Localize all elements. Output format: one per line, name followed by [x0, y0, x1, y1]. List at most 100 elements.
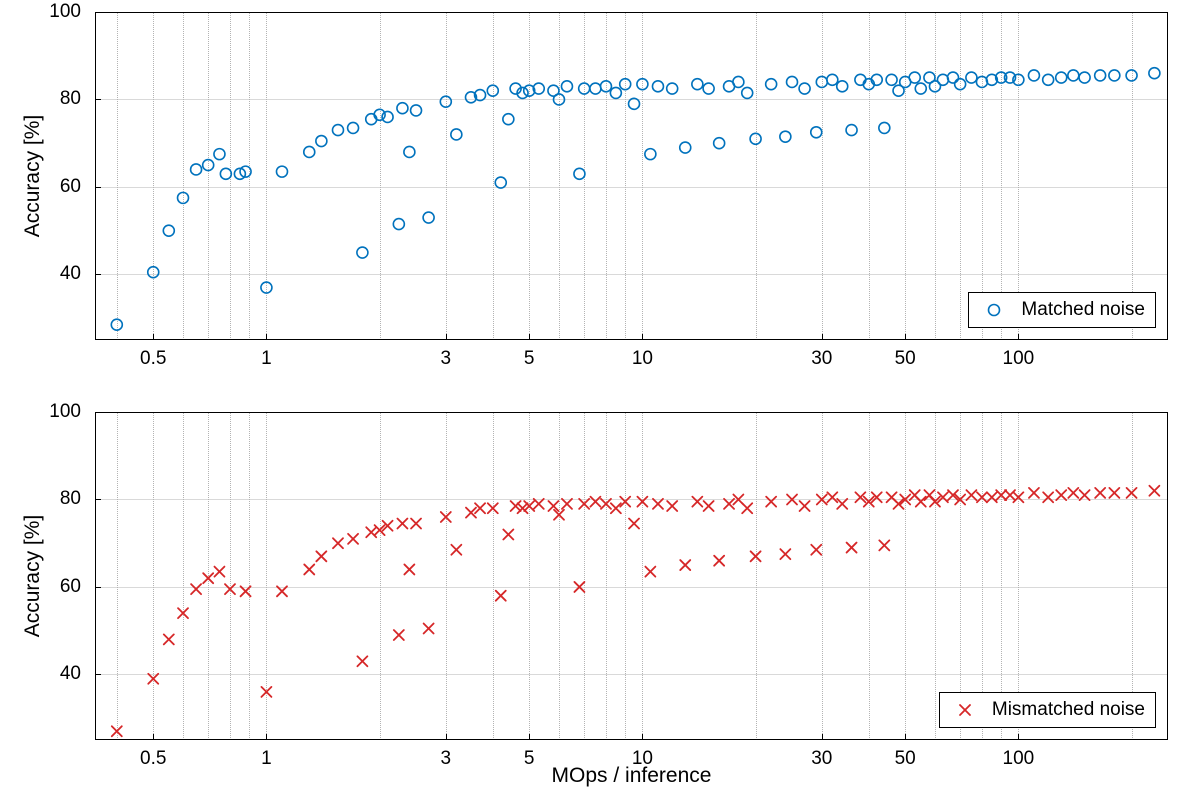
gridline-x-minor	[117, 412, 118, 740]
gridline-x-minor	[266, 12, 267, 340]
gridline-x-minor	[584, 412, 585, 740]
gridline-x-minor	[249, 412, 250, 740]
gridline-x-minor	[935, 412, 936, 740]
scatter-mismatched	[95, 412, 1168, 740]
xtick-label: 0.5	[140, 748, 166, 770]
gridline-x-minor	[625, 412, 626, 740]
gridline-x-minor	[960, 12, 961, 340]
gridline-y	[95, 12, 1168, 13]
legend-label: Matched noise	[1021, 299, 1145, 321]
gridline-x-minor	[230, 12, 231, 340]
xtick-mark	[266, 734, 267, 740]
gridline-x-minor	[529, 412, 530, 740]
legend-matched: Matched noise	[968, 292, 1156, 328]
xtick-label: 3	[441, 748, 452, 770]
gridline-x-minor	[559, 412, 560, 740]
xlabel: MOps / inference	[552, 764, 712, 788]
xtick-mark	[529, 734, 530, 740]
gridline-x-minor	[1001, 12, 1002, 340]
gridline-x-minor	[869, 412, 870, 740]
gridline-x-minor	[266, 412, 267, 740]
gridline-x-minor	[493, 12, 494, 340]
gridline-x-minor	[982, 12, 983, 340]
xtick-mark	[529, 334, 530, 340]
xtick-mark	[446, 334, 447, 340]
gridline-x-minor	[905, 12, 906, 340]
xtick-label: 50	[895, 348, 916, 370]
gridline-x-minor	[905, 412, 906, 740]
ytick-mark	[95, 674, 101, 675]
gridline-x-minor	[446, 12, 447, 340]
ytick-mark	[95, 99, 101, 100]
xtick-label: 1	[261, 748, 272, 770]
gridline-x-minor	[208, 12, 209, 340]
gridline-x-minor	[529, 12, 530, 340]
xtick-mark	[153, 734, 154, 740]
xtick-label: 3	[441, 348, 452, 370]
ytick-mark	[95, 187, 101, 188]
gridline-y	[95, 274, 1168, 275]
gridline-x-minor	[756, 12, 757, 340]
xtick-mark	[153, 334, 154, 340]
legend-label: Mismatched noise	[992, 699, 1145, 721]
plot-area-mismatched: Mismatched noise	[95, 412, 1168, 740]
xtick-label: 30	[811, 348, 832, 370]
ytick-mark	[95, 587, 101, 588]
legend-marker-icon	[948, 700, 982, 720]
gridline-x-minor	[493, 412, 494, 740]
plot-area-matched: Matched noise	[95, 12, 1168, 340]
xtick-label: 30	[811, 748, 832, 770]
gridline-x-minor	[183, 412, 184, 740]
gridline-x-minor	[1018, 12, 1019, 340]
gridline-x-minor	[625, 12, 626, 340]
xtick-mark	[1018, 734, 1019, 740]
gridline-x-minor	[756, 412, 757, 740]
ytick-mark	[95, 412, 101, 413]
xtick-label: 5	[524, 348, 535, 370]
gridline-y	[95, 499, 1168, 500]
xtick-label: 5	[524, 748, 535, 770]
xtick-mark	[822, 334, 823, 340]
gridline-y	[95, 187, 1168, 188]
scatter-matched	[95, 12, 1168, 340]
gridline-x-minor	[183, 12, 184, 340]
legend-mismatched: Mismatched noise	[939, 692, 1156, 728]
gridline-y	[95, 99, 1168, 100]
xtick-mark	[822, 734, 823, 740]
gridline-y	[95, 587, 1168, 588]
gridline-x-minor	[642, 412, 643, 740]
xtick-label: 10	[632, 348, 653, 370]
axis-box	[95, 412, 1168, 740]
gridline-x-minor	[446, 412, 447, 740]
xtick-label: 1	[261, 348, 272, 370]
xtick-label: 0.5	[140, 348, 166, 370]
ytick-mark	[95, 12, 101, 13]
gridline-x-minor	[153, 12, 154, 340]
xtick-mark	[642, 334, 643, 340]
gridline-x-minor	[559, 12, 560, 340]
ylabel: Accuracy [%]	[21, 515, 45, 638]
gridline-x-minor	[869, 12, 870, 340]
gridline-x-minor	[1001, 412, 1002, 740]
xtick-label: 50	[895, 748, 916, 770]
gridline-y	[95, 412, 1168, 413]
gridline-x-minor	[1018, 412, 1019, 740]
xtick-mark	[266, 334, 267, 340]
gridline-x-minor	[208, 412, 209, 740]
gridline-y	[95, 674, 1168, 675]
figure: Matched noise406080100Accuracy [%]0.5135…	[0, 0, 1181, 793]
gridline-x-minor	[982, 412, 983, 740]
gridline-x-minor	[380, 412, 381, 740]
gridline-x-minor	[606, 412, 607, 740]
gridline-x-minor	[584, 12, 585, 340]
xtick-label: 100	[1003, 348, 1035, 370]
gridline-x-minor	[249, 12, 250, 340]
gridline-x-minor	[117, 12, 118, 340]
xtick-label: 100	[1003, 748, 1035, 770]
legend-marker-icon	[977, 300, 1011, 320]
gridline-x-minor	[606, 12, 607, 340]
gridline-x-minor	[1132, 412, 1133, 740]
xtick-mark	[642, 734, 643, 740]
ytick-mark	[95, 274, 101, 275]
xtick-mark	[1018, 334, 1019, 340]
